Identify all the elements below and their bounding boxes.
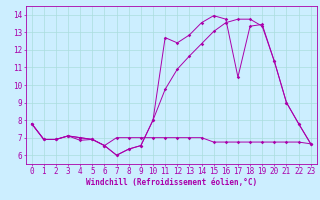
- X-axis label: Windchill (Refroidissement éolien,°C): Windchill (Refroidissement éolien,°C): [86, 178, 257, 187]
